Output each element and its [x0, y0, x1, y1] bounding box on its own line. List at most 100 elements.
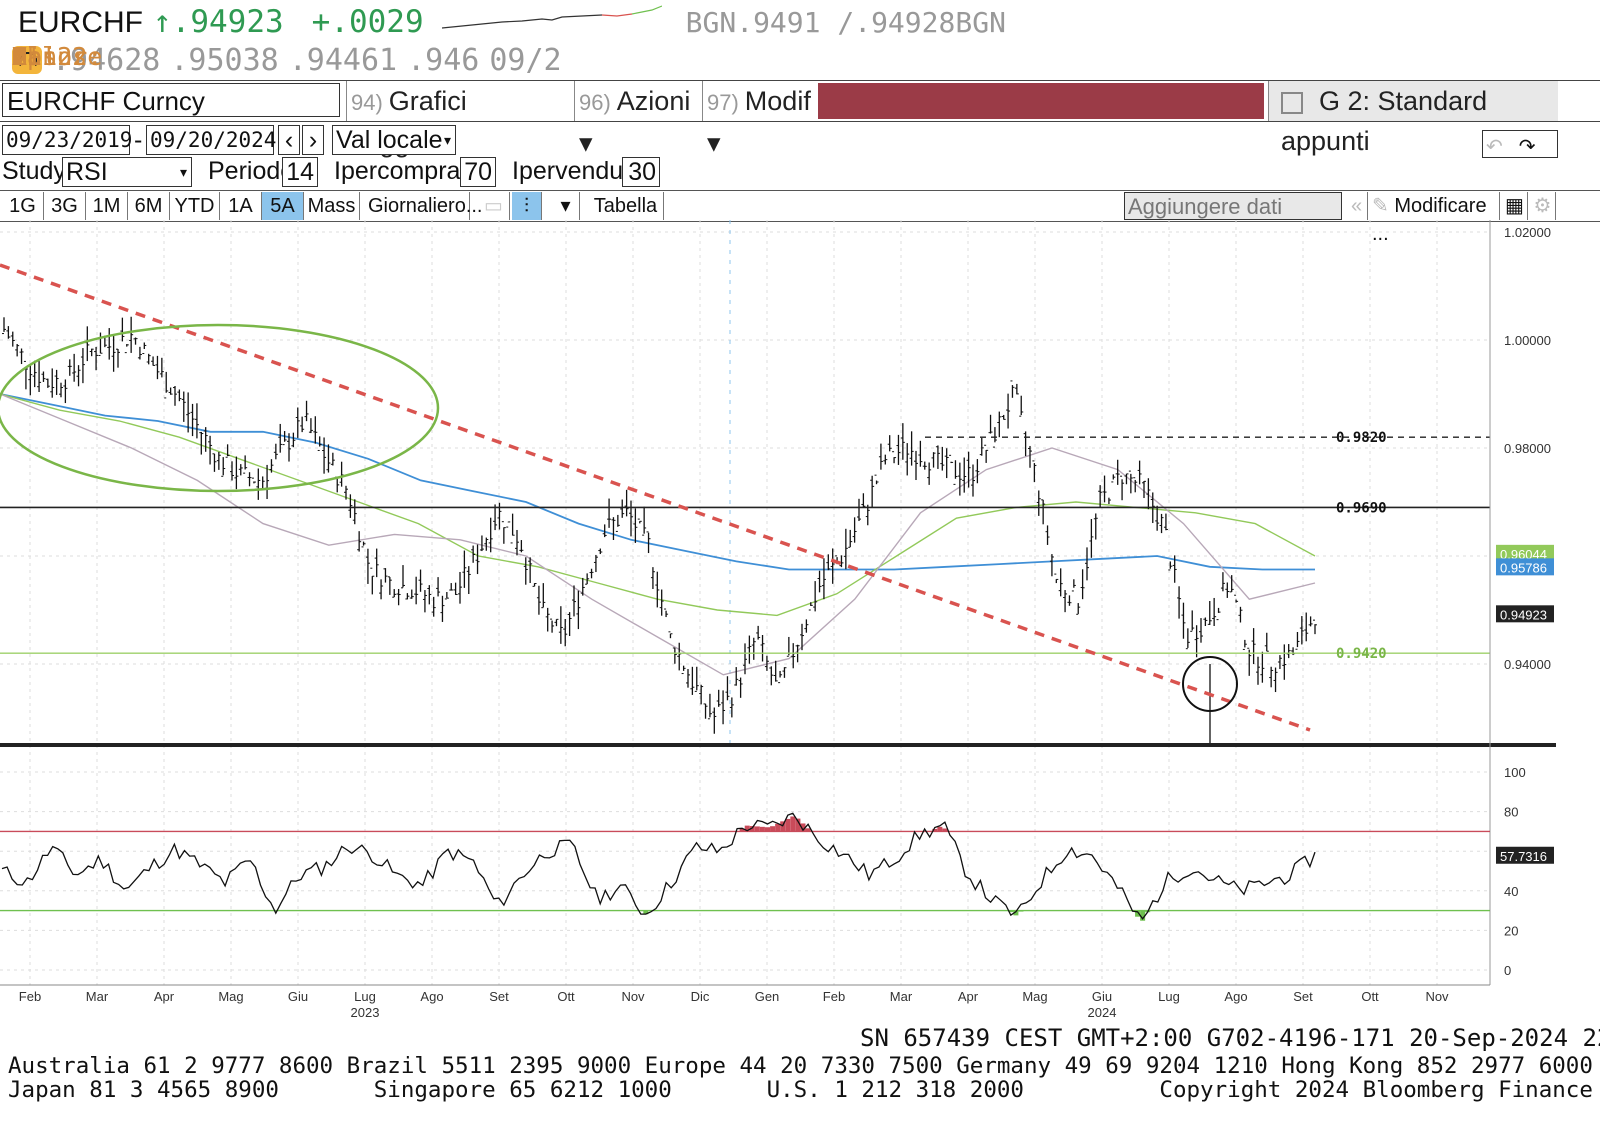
x-tick-label: Feb [19, 989, 41, 1004]
date-label: Il 22: [12, 42, 103, 71]
x-tick-label: Set [489, 989, 509, 1004]
next-arrow-icon[interactable]: › [302, 125, 324, 155]
redo-icon[interactable]: ↷ [1518, 136, 1536, 158]
x-tick-label: Ott [557, 989, 575, 1004]
overbought-input[interactable]: 70 [460, 157, 496, 187]
period-input[interactable]: 14 [282, 157, 318, 187]
level-label: 0.9420 [1336, 646, 1387, 662]
overbought-label: Ipercomprato [334, 157, 482, 185]
rsi-tick-label: 0 [1504, 963, 1511, 978]
gear-icon[interactable]: ⚙ [1530, 192, 1556, 220]
edit-button[interactable]: 97) Modif ▾ [702, 81, 814, 158]
edit-label: Modif ▾ [707, 86, 811, 158]
chevron-down-icon: ▾ [443, 132, 451, 148]
edit-grid-icon[interactable]: ▦ [1502, 192, 1528, 220]
study-bar: Study RSI ▾ Periodo 14 Ipercomprato 70 Ip… [0, 156, 1600, 190]
ohlc-header: Il 22: Ap .94628 Mas .95038 Min .94461 C… [12, 42, 562, 78]
table-button[interactable]: Tabella [588, 192, 664, 220]
close-value: .946 [407, 43, 480, 78]
study-label: Study [2, 157, 66, 185]
x-tick-label: Giu [288, 989, 308, 1004]
start-date-field[interactable]: 09/23/2019 [2, 125, 132, 155]
x-tick-label: Mag [1022, 989, 1047, 1004]
double-chevron-icon[interactable]: « [1346, 192, 1368, 220]
chart-type-icon[interactable]: ▭ [478, 192, 510, 220]
pencil-icon: ✎ [1372, 195, 1395, 217]
end-date-field[interactable]: 09/20/2024 [146, 125, 276, 155]
actions-button[interactable]: 96) Azioni ▾ [574, 81, 696, 158]
year-label: 2024 [1088, 1005, 1117, 1020]
x-tick-label: Feb [823, 989, 845, 1004]
last-value-tag [1496, 544, 1554, 562]
bar-chart-icon[interactable]: ⫶ [512, 192, 542, 220]
chevron-down-icon[interactable]: ▾ [552, 192, 580, 220]
tab-1g[interactable]: 1G [2, 192, 44, 220]
price-chart[interactable]: 0.9820 0.9690 0.9420 1.02000 1.00000 0.98000… [0, 220, 1600, 1020]
contact-line-2: Japan 81 3 4565 8900 Singapore 65 6212 1… [8, 1077, 1600, 1103]
tab-ytd[interactable]: YTD [170, 192, 220, 220]
ma-line-blue [0, 393, 1315, 571]
prev-arrow-icon[interactable]: ‹ [278, 125, 300, 155]
rsi-tick-label: 40 [1504, 884, 1518, 899]
rsi-line [1, 812, 1316, 920]
last-value-label: 0.95786 [1500, 560, 1547, 575]
rsi-tick-label: 20 [1504, 923, 1518, 938]
ticker-symbol: EURCHF [18, 6, 143, 39]
x-tick-label: Nov [621, 989, 645, 1004]
ma-line-grey [0, 393, 1316, 676]
suggested-charts-num: 94) [351, 90, 383, 115]
last-value-tag [1496, 605, 1554, 623]
actions-num: 96) [579, 90, 611, 115]
x-tick-label: Giu [1092, 989, 1112, 1004]
edit-num: 97) [707, 90, 739, 115]
chart-grid [0, 220, 1490, 985]
x-tick-label: Set [1293, 989, 1313, 1004]
time-axis: Feb Mar Apr Mag Giu Lug Ago Set Ott Nov Dic Gen Feb M… [0, 984, 1490, 1020]
undo-icon[interactable]: ↶ [1486, 136, 1503, 158]
last-price: ↑.94923 [153, 4, 284, 40]
annotations: 0.9820 0.9690 0.9420 [0, 263, 1556, 747]
y-tick-label: 0.94000 [1504, 657, 1551, 672]
template-button[interactable]: G 2: Standard appunti [1268, 81, 1558, 156]
low-value: .94461 [288, 43, 398, 78]
x-tick-label: Apr [154, 989, 175, 1004]
security-field[interactable]: EURCHF Curncy [2, 83, 340, 117]
tab-1m[interactable]: 1M [86, 192, 128, 220]
tab-5a[interactable]: 5A [262, 192, 304, 220]
rsi-last-tag [1496, 846, 1554, 864]
trendline [0, 263, 1311, 732]
add-data-input[interactable]: Aggiungere dati [1124, 192, 1342, 220]
undo-redo-group[interactable]: ↶ ↷ [1482, 130, 1558, 158]
period-label: Periodo [208, 157, 295, 185]
price-axis: 1.020001.000000.980000.960000.940000.960… [1489, 220, 1554, 985]
contact-line-1: Australia 61 2 9777 8600 Brazil 5511 239… [8, 1053, 1593, 1079]
high-label: Mas [12, 42, 58, 71]
last-value-label: 0.96044 [1500, 547, 1547, 562]
toolbar-band [818, 83, 1264, 119]
y-tick-label: 1.00000 [1504, 333, 1551, 348]
close-label: Chius [12, 42, 88, 71]
open-value: .94628 [52, 43, 161, 78]
y-tick-label: 0.98000 [1504, 441, 1551, 456]
oversold-input[interactable]: 30 [622, 157, 660, 187]
gauge-icon[interactable] [12, 46, 42, 74]
x-tick-label: Dic [691, 989, 710, 1004]
year-label: 2023 [351, 1005, 380, 1020]
suggested-charts-button[interactable]: 94)Grafici suggeriti [346, 81, 570, 158]
modify-button[interactable]: ✎ Modificare ... [1372, 192, 1500, 245]
low-label: Min [12, 42, 58, 71]
study-select[interactable]: RSI ▾ [62, 157, 192, 187]
frequency-select[interactable]: Giornaliero... [360, 192, 483, 220]
currency-label: Val locale [336, 126, 443, 154]
line-chart-icon: ▭ [484, 195, 503, 217]
tab-mass[interactable]: Mass [304, 192, 360, 220]
external-link-icon [1281, 91, 1303, 114]
x-tick-label: Ago [420, 989, 443, 1004]
tab-3g[interactable]: 3G [44, 192, 86, 220]
main-toolbar: EURCHF Curncy 94)Grafici suggeriti 96)Az… [0, 80, 1600, 158]
tab-6m[interactable]: 6M [128, 192, 170, 220]
currency-select[interactable]: Val locale ▾ [332, 125, 456, 155]
contact-footer: Australia 61 2 9777 8600 Brazil 5511 239… [8, 1054, 1600, 1102]
tab-1a[interactable]: 1A [220, 192, 262, 220]
x-tick-label: Mag [218, 989, 243, 1004]
